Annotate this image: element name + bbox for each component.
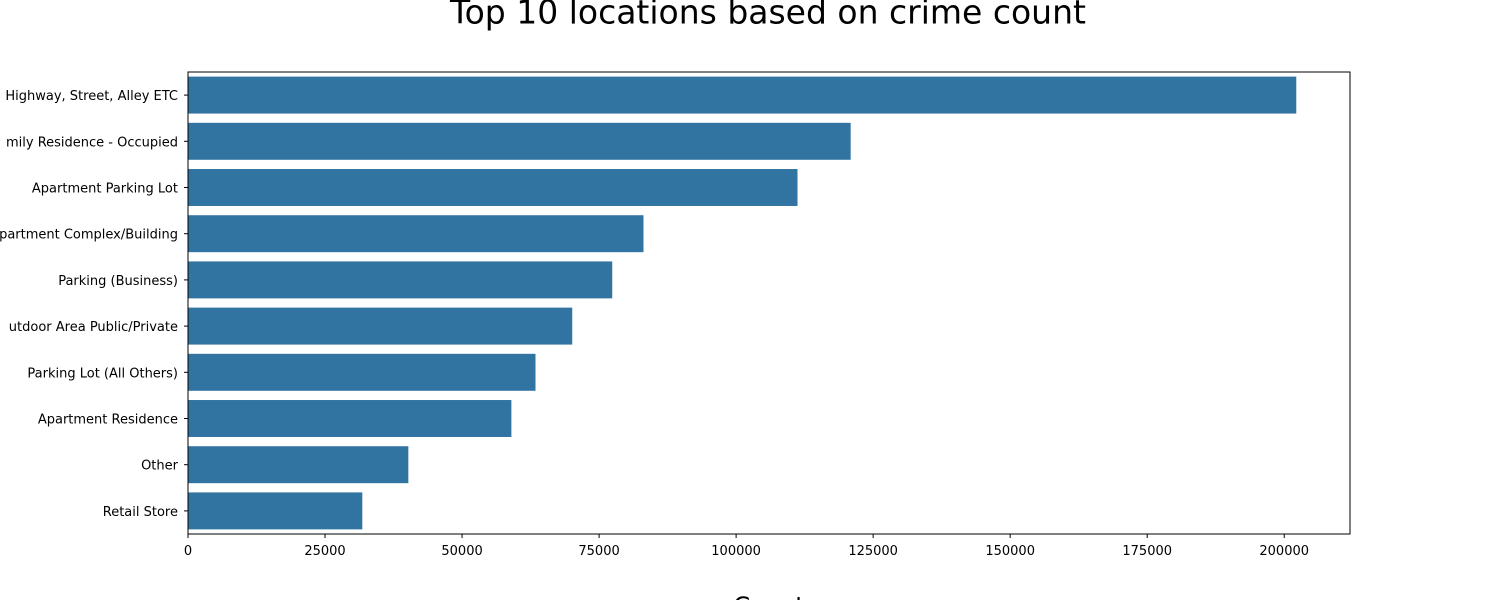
- x-tick-label: 50000: [441, 544, 482, 559]
- x-tick-label: 200000: [1259, 544, 1309, 559]
- y-tick-label: mily Residence - Occupied: [6, 135, 178, 150]
- chart-title: Top 10 locations based on crime count: [449, 0, 1086, 32]
- bar: [188, 307, 573, 345]
- x-tick-label: 100000: [711, 544, 761, 559]
- bar: [188, 353, 536, 391]
- bar: [188, 400, 512, 437]
- bar: [188, 215, 644, 253]
- bar: [188, 76, 1297, 114]
- bar: [188, 492, 363, 530]
- y-tick-label: Highway, Street, Alley ETC: [5, 89, 178, 104]
- y-tick-label: Apartment Residence: [38, 413, 178, 428]
- bar: [188, 446, 409, 484]
- y-tick-label: Retail Store: [103, 505, 178, 520]
- bar: [188, 169, 798, 206]
- x-tick-label: 0: [184, 544, 192, 559]
- x-tick-label: 175000: [1122, 544, 1172, 559]
- bar: [188, 122, 851, 160]
- y-tick-label: Parking Lot (All Others): [27, 366, 178, 381]
- y-tick-label: Parking (Business): [58, 274, 178, 289]
- y-tick-label: utdoor Area Public/Private: [9, 320, 178, 335]
- y-tick-label: Apartment Parking Lot: [32, 182, 178, 197]
- x-tick-label: 25000: [304, 544, 345, 559]
- x-tick-label: 150000: [985, 544, 1035, 559]
- x-axis-label: Count: [733, 592, 804, 600]
- y-tick-label: Other: [141, 459, 179, 474]
- plot-frame: [187, 71, 1351, 535]
- x-tick-label: 75000: [578, 544, 619, 559]
- x-tick-label: 125000: [848, 544, 898, 559]
- bar: [188, 261, 613, 299]
- y-tick-label: partment Complex/Building: [0, 228, 178, 243]
